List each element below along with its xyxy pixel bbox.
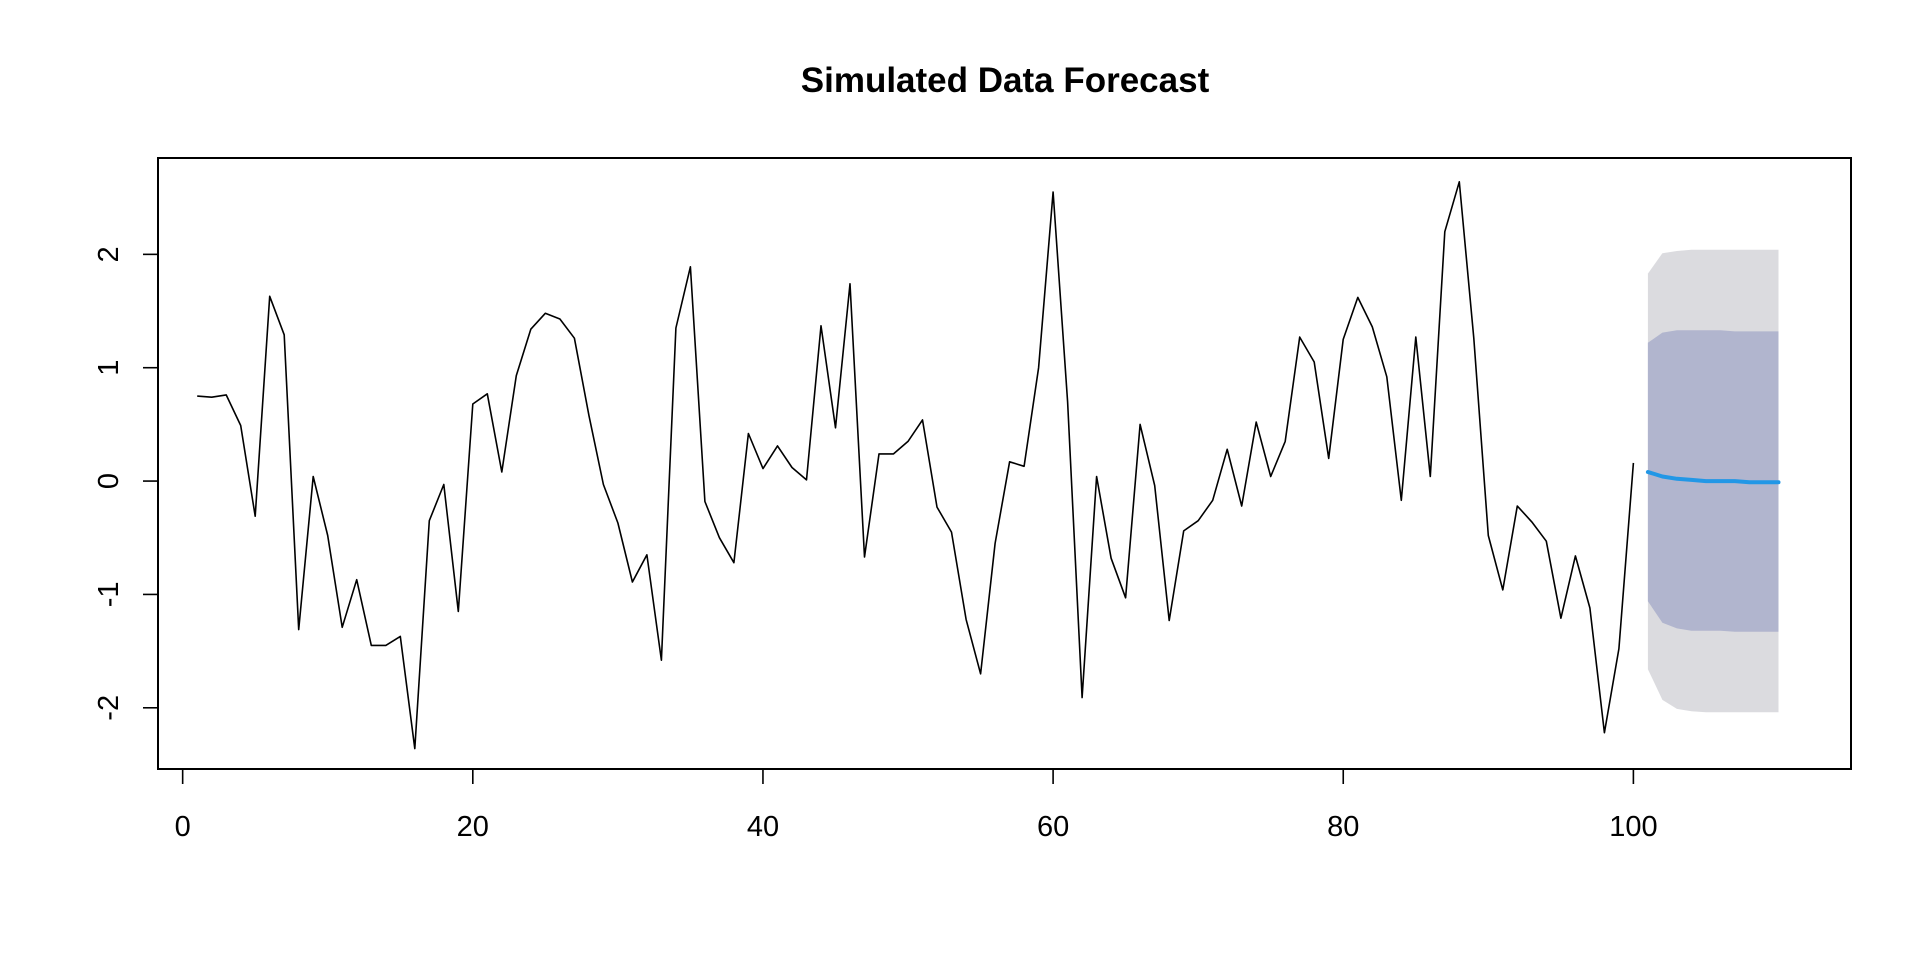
x-tick-label: 60 — [1037, 811, 1069, 843]
x-tick-label: 40 — [747, 811, 779, 843]
y-tick-label: -1 — [93, 582, 125, 608]
x-tick-label: 20 — [457, 811, 489, 843]
history-line — [197, 181, 1635, 750]
x-axis: 0 20 40 60 80 100 — [175, 768, 1658, 843]
plot-frame — [157, 157, 1852, 770]
y-axis: -2 -1 0 1 2 — [93, 246, 159, 721]
y-tick-label: 0 — [93, 473, 125, 489]
forecast-mean-line — [1645, 470, 1781, 485]
x-tick-label: 100 — [1609, 811, 1657, 843]
y-tick-label: -2 — [93, 695, 125, 721]
chart-lines — [197, 181, 1781, 750]
x-tick-label: 80 — [1327, 811, 1359, 843]
x-tick-label: 0 — [175, 811, 191, 843]
y-tick-label: 2 — [93, 246, 125, 262]
y-tick-label: 1 — [93, 360, 125, 376]
chart-title: Simulated Data Forecast — [801, 61, 1210, 100]
